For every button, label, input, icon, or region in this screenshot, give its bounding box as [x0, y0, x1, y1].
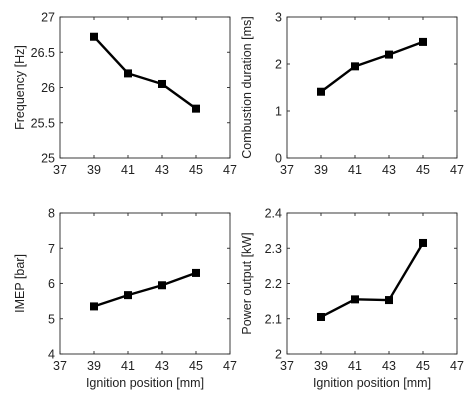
power-output-y-tick-label: 2.4 — [265, 207, 282, 221]
combustion-duration-y-tick-label: 0 — [275, 152, 282, 166]
frequency-series-line — [93, 35, 197, 110]
power-output-data-point — [317, 312, 325, 321]
frequency-y-tick-label: 25 — [41, 152, 55, 166]
combustion-duration-y-axis-label: Combustion duration [ms] — [240, 16, 254, 158]
combustion-duration-data-point — [351, 62, 359, 71]
power-output-axes-frame — [286, 212, 458, 355]
frequency-y-tick-label: 26 — [41, 81, 55, 95]
combustion-duration-series-line — [320, 40, 424, 93]
frequency-y-tick-label: 27 — [41, 11, 55, 25]
panel-combustion-duration: 37 39 41 43 45 47 0 1 2 3 Combustion duration [ms] — [240, 11, 464, 178]
imep-y-tick-label: 7 — [48, 242, 55, 256]
combustion-duration-axes-frame — [286, 16, 458, 159]
panel-power-output: 37 39 41 43 45 47 2 2.1 2.2 2.3 2.4 Power output [k… — [240, 207, 464, 391]
frequency-y-tick-label: 26.5 — [31, 46, 55, 60]
frequency-x-tick-label: 37 — [53, 163, 67, 177]
power-output-data-point — [385, 296, 393, 305]
combustion-duration-x-tick-label: 43 — [382, 163, 396, 177]
frequency-data-point — [192, 104, 200, 113]
power-output-x-axis-label: Ignition position [mm] — [313, 376, 431, 390]
frequency-x-tick-label: 41 — [121, 163, 135, 177]
power-output-x-tick-label: 41 — [348, 359, 362, 373]
imep-x-tick-label: 37 — [53, 359, 67, 373]
power-output-x-tick-label: 45 — [416, 359, 430, 373]
power-output-x-tick-label: 47 — [450, 359, 464, 373]
combustion-duration-data-point — [419, 37, 427, 46]
combustion-duration-data-point — [385, 50, 393, 59]
frequency-x-tick-label: 47 — [223, 163, 237, 177]
power-output-data-point — [419, 238, 427, 247]
imep-data-point — [124, 291, 132, 300]
imep-data-point — [192, 268, 200, 277]
frequency-x-tick-label: 43 — [155, 163, 169, 177]
imep-x-tick-label: 43 — [155, 359, 169, 373]
power-output-data-point — [351, 295, 359, 304]
combustion-duration-y-tick-label: 3 — [275, 11, 282, 25]
imep-x-axis-label: Ignition position [mm] — [86, 376, 204, 390]
frequency-y-tick-label: 25.5 — [31, 116, 55, 130]
frequency-data-point — [124, 69, 132, 78]
frequency-axes-frame — [59, 16, 231, 159]
frequency-data-point — [158, 79, 166, 88]
power-output-y-tick-label: 2.3 — [265, 242, 282, 256]
imep-data-point — [90, 302, 98, 311]
imep-series-line — [93, 271, 197, 308]
frequency-y-axis-label: Frequency [Hz] — [13, 45, 27, 130]
power-output-y-tick-label: 2.2 — [265, 277, 282, 291]
power-output-x-tick-label: 43 — [382, 359, 396, 373]
imep-x-tick-label: 41 — [121, 359, 135, 373]
imep-y-axis-label: IMEP [bar] — [13, 254, 27, 313]
power-output-y-tick-label: 2 — [275, 348, 282, 362]
power-output-x-tick-label: 39 — [314, 359, 328, 373]
combustion-duration-y-tick-label: 2 — [275, 58, 282, 72]
combustion-duration-x-tick-label: 45 — [416, 163, 430, 177]
power-output-series-line — [320, 242, 425, 319]
imep-axes-frame — [59, 212, 231, 355]
combustion-duration-x-tick-label: 39 — [314, 163, 328, 177]
power-output-y-axis-label: Power output [kW] — [240, 232, 254, 334]
panel-frequency: 37 39 41 43 45 47 25 25.5 26 26.5 27 Frequency [Hz] — [13, 11, 237, 178]
combustion-duration-data-point — [317, 87, 325, 96]
imep-data-point — [158, 281, 166, 290]
frequency-x-tick-label: 45 — [189, 163, 203, 177]
combustion-duration-x-tick-label: 47 — [450, 163, 464, 177]
imep-y-tick-label: 8 — [48, 207, 55, 221]
imep-y-tick-label: 4 — [48, 348, 55, 362]
frequency-x-tick-label: 39 — [87, 163, 101, 177]
imep-x-tick-label: 45 — [189, 359, 203, 373]
combustion-duration-y-tick-label: 1 — [275, 105, 282, 119]
power-output-x-tick-label: 37 — [280, 359, 294, 373]
imep-y-tick-label: 6 — [48, 277, 55, 291]
combustion-duration-x-tick-label: 37 — [280, 163, 294, 177]
imep-x-tick-label: 47 — [223, 359, 237, 373]
power-output-y-tick-label: 2.1 — [265, 312, 282, 326]
combustion-duration-x-tick-label: 41 — [348, 163, 362, 177]
imep-y-tick-label: 5 — [48, 312, 55, 326]
frequency-data-point — [90, 32, 98, 41]
imep-x-tick-label: 39 — [87, 359, 101, 373]
